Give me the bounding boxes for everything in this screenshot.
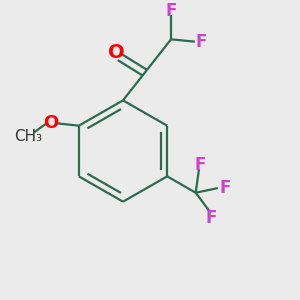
Text: O: O <box>108 43 124 62</box>
Text: O: O <box>44 114 59 132</box>
Text: F: F <box>195 156 206 174</box>
Text: F: F <box>205 209 216 227</box>
Text: CH₃: CH₃ <box>14 129 42 144</box>
Text: F: F <box>165 2 177 20</box>
Text: F: F <box>195 33 207 51</box>
Text: F: F <box>219 179 230 197</box>
